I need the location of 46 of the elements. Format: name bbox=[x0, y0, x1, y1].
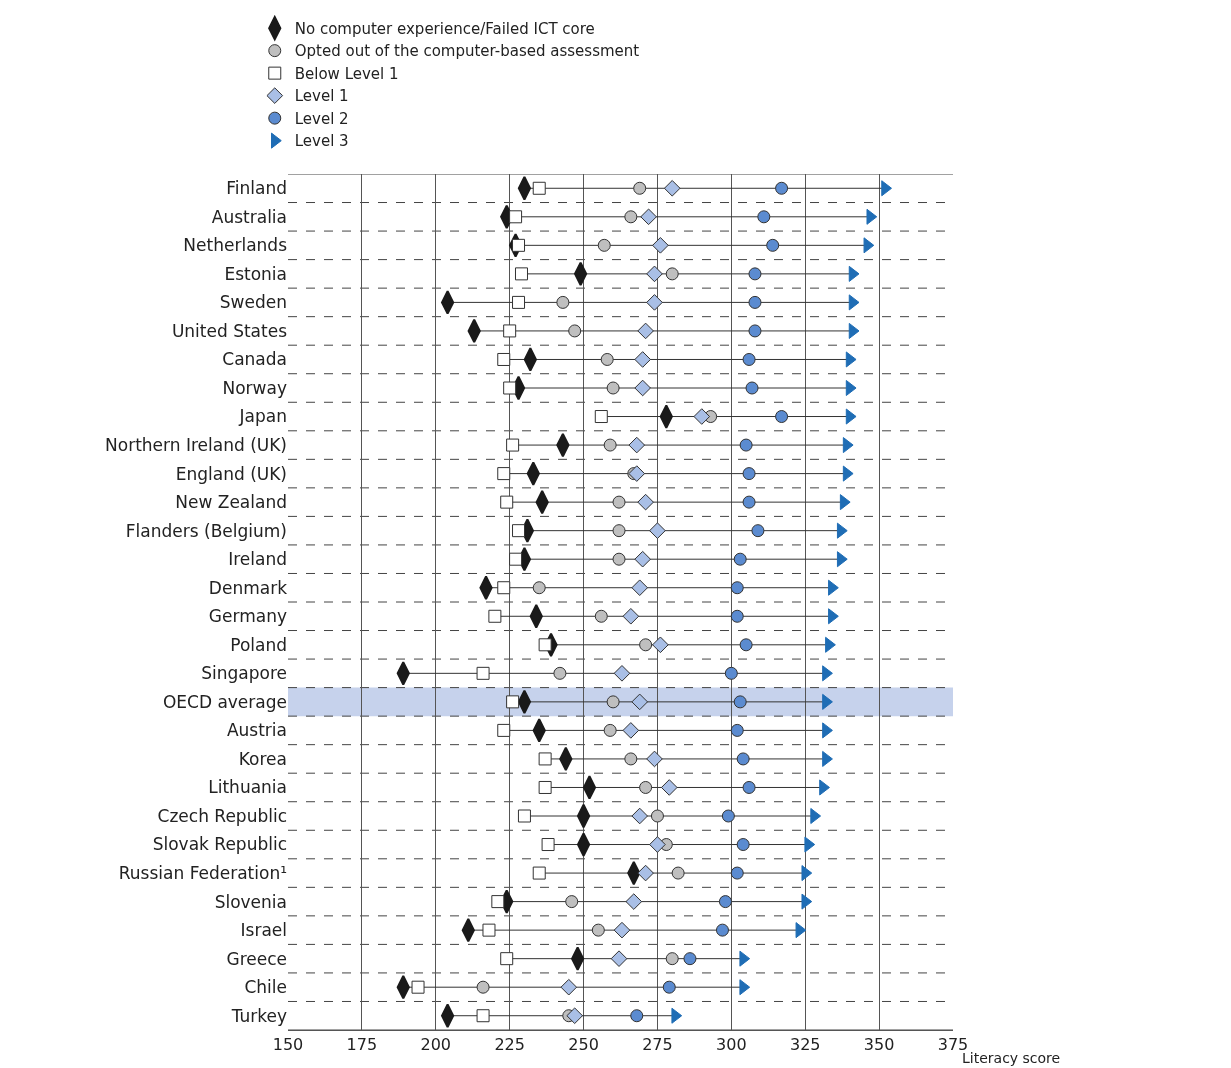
y-tick-label: Slovak Republic bbox=[152, 834, 287, 855]
y-tick-label: Japan bbox=[238, 406, 287, 427]
legend-label: Level 2 bbox=[294, 109, 349, 128]
y-tick-label: England (UK) bbox=[175, 463, 287, 484]
y-tick-label: Poland bbox=[230, 634, 287, 655]
x-tick-label: 250 bbox=[568, 1035, 599, 1055]
y-tick-label: Canada bbox=[222, 349, 287, 370]
y-tick-label: Slovenia bbox=[214, 891, 287, 912]
x-tick-label: 225 bbox=[494, 1035, 525, 1055]
y-tick-label: Chile bbox=[244, 977, 287, 998]
y-tick-label: United States bbox=[171, 320, 288, 341]
y-tick-label: Australia bbox=[211, 206, 287, 227]
legend-label: Level 1 bbox=[294, 87, 349, 106]
y-tick-label: Denmark bbox=[208, 577, 288, 598]
y-tick-label: New Zealand bbox=[175, 492, 287, 513]
x-tick-label: 175 bbox=[346, 1035, 378, 1055]
y-tick-label: Lithuania bbox=[208, 777, 287, 798]
x-tick-label: 350 bbox=[863, 1035, 895, 1055]
y-tick-label: Finland bbox=[226, 178, 287, 199]
y-tick-label: Turkey bbox=[230, 1005, 287, 1026]
legend-label: Below Level 1 bbox=[294, 64, 399, 83]
y-tick-label: Estonia bbox=[224, 263, 287, 284]
y-tick-label: Austria bbox=[226, 720, 287, 741]
y-tick-label: Korea bbox=[238, 748, 287, 769]
y-tick-label: Netherlands bbox=[183, 235, 288, 256]
x-tick-label: 150 bbox=[272, 1035, 304, 1055]
y-tick-label: Czech Republic bbox=[157, 805, 287, 826]
y-tick-label: OECD average bbox=[162, 691, 287, 712]
legend-label: Opted out of the computer-based assessment bbox=[294, 42, 640, 61]
x-axis-title: Literacy score bbox=[962, 1050, 1061, 1066]
y-tick-label: Israel bbox=[240, 920, 287, 941]
x-tick-label: 325 bbox=[789, 1035, 821, 1055]
y-tick-label: Singapore bbox=[201, 663, 287, 684]
y-tick-label: Greece bbox=[226, 948, 287, 969]
y-tick-label: Sweden bbox=[219, 292, 287, 313]
x-tick-label: 200 bbox=[420, 1035, 452, 1055]
y-tick-label: Norway bbox=[222, 377, 287, 398]
x-tick-label: 300 bbox=[716, 1035, 747, 1055]
y-tick-label: Ireland bbox=[228, 549, 287, 570]
x-tick-label: 275 bbox=[642, 1035, 673, 1055]
legend-label: Level 3 bbox=[294, 132, 349, 151]
y-tick-label: Flanders (Belgium) bbox=[125, 520, 287, 541]
y-tick-label: Russian Federation¹ bbox=[118, 863, 287, 884]
y-tick-label: Germany bbox=[208, 606, 287, 627]
legend-label: No computer experience/Failed ICT core bbox=[294, 19, 595, 38]
y-tick-label: Northern Ireland (UK) bbox=[105, 435, 287, 456]
